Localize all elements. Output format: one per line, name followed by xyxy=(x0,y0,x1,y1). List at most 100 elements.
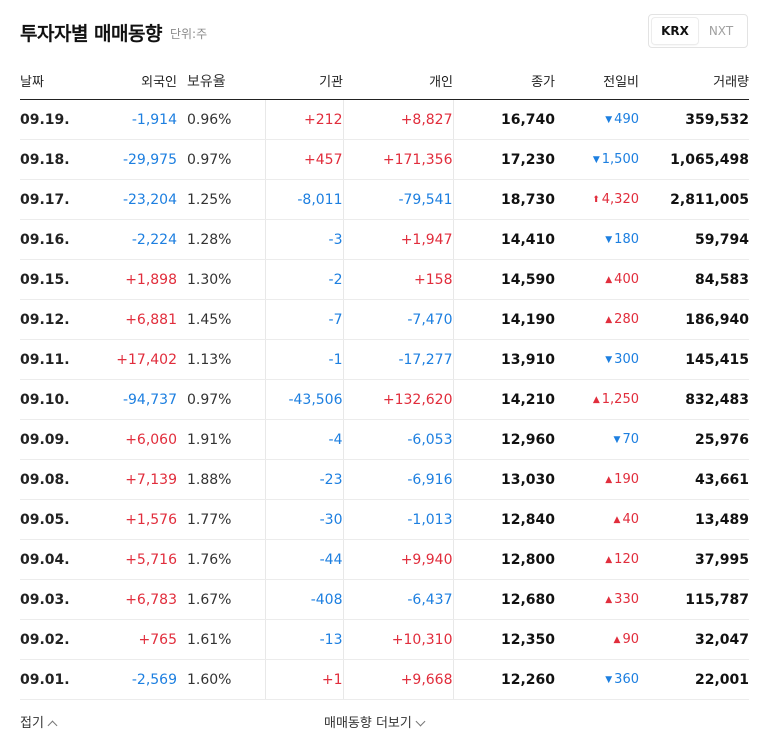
cell-change: ▲ 190 xyxy=(555,459,639,500)
cell-individual: +132,620 xyxy=(342,379,453,420)
table-footer: 접기 매매동향 더보기 xyxy=(20,712,749,734)
cell-close: 17,230 xyxy=(452,139,555,180)
triangle-up-icon: ▲ xyxy=(605,315,613,325)
cell-date: 09.04. xyxy=(20,539,75,580)
cell-foreign: -94,737 xyxy=(75,379,177,420)
more-label: 매매동향 더보기 xyxy=(324,716,412,731)
cell-volume: 84,583 xyxy=(639,259,749,300)
cell-volume: 13,489 xyxy=(639,499,749,540)
table-row: 09.16. -2,224 1.28% -3 +1,947 14,410 ▼ 180 59,79… xyxy=(20,219,749,260)
cell-individual: +9,940 xyxy=(342,539,453,580)
cell-ratio: 1.67% xyxy=(177,579,265,620)
col-ratio: 보유율 xyxy=(177,62,265,100)
table-row: 09.17. -23,204 1.25% -8,011 -79,541 18,730 ⬆ 4,… xyxy=(20,179,749,220)
cell-foreign: +6,881 xyxy=(75,299,177,340)
cell-individual: -6,437 xyxy=(342,579,453,620)
cell-institution: -2 xyxy=(264,259,343,300)
change-value: 300 xyxy=(614,352,639,367)
cell-close: 13,910 xyxy=(452,339,555,380)
table-row: 09.08. +7,139 1.88% -23 -6,916 13,030 ▲ 190 43,6… xyxy=(20,459,749,500)
table-row: 09.02. +765 1.61% -13 +10,310 12,350 ▲ 90 32,047 xyxy=(20,619,749,660)
krx-tab[interactable]: KRX xyxy=(652,18,698,44)
fold-label: 접기 xyxy=(20,716,44,731)
cell-date: 09.19. xyxy=(20,99,75,140)
cell-close: 12,960 xyxy=(452,419,555,460)
table-row: 09.19. -1,914 0.96% +212 +8,827 16,740 ▼ 490 359… xyxy=(20,99,749,140)
trading-table: 날짜 외국인 보유율 기관 개인 종가 전일비 거래량 09.19. -1,914… xyxy=(20,62,749,700)
cell-change: ▼ 180 xyxy=(555,219,639,260)
col-change: 전일비 xyxy=(555,62,639,100)
triangle-down-icon: ▼ xyxy=(605,235,613,245)
cell-close: 14,210 xyxy=(452,379,555,420)
cell-foreign: +1,898 xyxy=(75,259,177,300)
change-value: 90 xyxy=(622,632,639,647)
more-trading-button[interactable]: 매매동향 더보기 xyxy=(324,712,426,731)
table-row: 09.15. +1,898 1.30% -2 +158 14,590 ▲ 400 84,583 xyxy=(20,259,749,300)
cell-date: 09.02. xyxy=(20,619,75,660)
table-row: 09.01. -2,569 1.60% +1 +9,668 12,260 ▼ 360 22,00… xyxy=(20,659,749,700)
triangle-up-icon: ▲ xyxy=(605,555,613,565)
cell-ratio: 1.60% xyxy=(177,659,265,700)
triangle-down-icon: ▼ xyxy=(605,675,613,685)
change-value: 280 xyxy=(614,312,639,327)
fold-button[interactable]: 접기 xyxy=(20,712,58,731)
cell-volume: 186,940 xyxy=(639,299,749,340)
table-row: 09.09. +6,060 1.91% -4 -6,053 12,960 ▼ 70 25,976 xyxy=(20,419,749,460)
cell-close: 18,730 xyxy=(452,179,555,220)
cell-foreign: +7,139 xyxy=(75,459,177,500)
cell-volume: 25,976 xyxy=(639,419,749,460)
cell-close: 14,410 xyxy=(452,219,555,260)
cell-foreign: +1,576 xyxy=(75,499,177,540)
cell-institution: -4 xyxy=(264,419,343,460)
table-row: 09.11. +17,402 1.13% -1 -17,277 13,910 ▼ 300 145… xyxy=(20,339,749,380)
cell-volume: 1,065,498 xyxy=(639,139,749,180)
cell-date: 09.17. xyxy=(20,179,75,220)
cell-ratio: 1.28% xyxy=(177,219,265,260)
change-value: 490 xyxy=(614,112,639,127)
col-volume: 거래량 xyxy=(639,62,749,100)
cell-institution: -13 xyxy=(264,619,343,660)
cell-foreign: -29,975 xyxy=(75,139,177,180)
col-close: 종가 xyxy=(453,62,555,100)
cell-change: ▼ 490 xyxy=(555,99,639,140)
triangle-up-icon: ▲ xyxy=(605,595,613,605)
cell-volume: 115,787 xyxy=(639,579,749,620)
cell-individual: -6,053 xyxy=(342,419,453,460)
cell-close: 12,800 xyxy=(452,539,555,580)
change-value: 4,320 xyxy=(601,192,639,207)
nxt-tab[interactable]: NXT xyxy=(708,24,734,38)
cell-close: 12,840 xyxy=(452,499,555,540)
cell-date: 09.10. xyxy=(20,379,75,420)
change-value: 180 xyxy=(614,232,639,247)
cell-close: 12,260 xyxy=(452,659,555,700)
triangle-down-icon: ▼ xyxy=(613,435,621,445)
cell-institution: -3 xyxy=(264,219,343,260)
cell-change: ▼ 70 xyxy=(555,419,639,460)
cell-foreign: +6,060 xyxy=(75,419,177,460)
cell-ratio: 1.61% xyxy=(177,619,265,660)
cell-institution: -8,011 xyxy=(264,179,343,220)
cell-volume: 145,415 xyxy=(639,339,749,380)
panel-header: 투자자별 매매동향 단위:주 xyxy=(20,14,207,50)
cell-ratio: 0.96% xyxy=(177,99,265,140)
cell-close: 12,680 xyxy=(452,579,555,620)
col-individual: 개인 xyxy=(343,62,453,100)
change-value: 190 xyxy=(614,472,639,487)
cell-institution: +457 xyxy=(264,139,343,180)
cell-foreign: +6,783 xyxy=(75,579,177,620)
table-row: 09.05. +1,576 1.77% -30 -1,013 12,840 ▲ 40 13,48… xyxy=(20,499,749,540)
triangle-down-icon: ▼ xyxy=(605,115,613,125)
cell-change: ▲ 120 xyxy=(555,539,639,580)
unit-label: 단위:주 xyxy=(169,26,208,41)
cell-date: 09.01. xyxy=(20,659,75,700)
cell-change: ▲ 1,250 xyxy=(555,379,639,420)
cell-ratio: 0.97% xyxy=(177,379,265,420)
cell-individual: +8,827 xyxy=(342,99,453,140)
cell-close: 12,350 xyxy=(452,619,555,660)
table-row: 09.10. -94,737 0.97% -43,506 +132,620 14,210 ▲… xyxy=(20,379,749,420)
cell-foreign: -2,569 xyxy=(75,659,177,700)
cell-change: ▼ 360 xyxy=(555,659,639,700)
cell-individual: +171,356 xyxy=(342,139,453,180)
cell-change: ▲ 280 xyxy=(555,299,639,340)
